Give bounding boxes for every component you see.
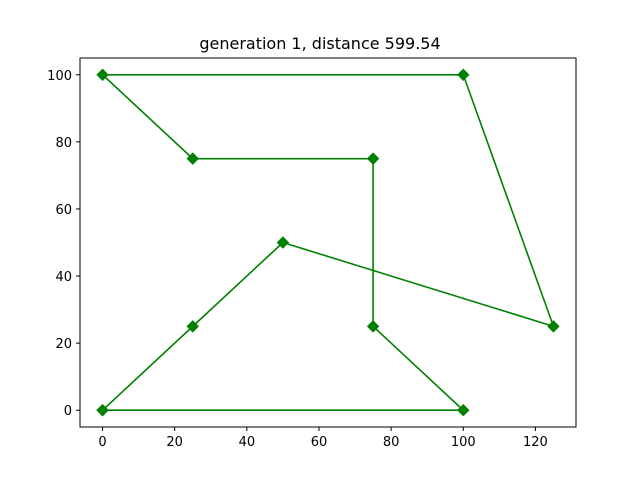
city-marker <box>186 320 199 333</box>
axes-frame <box>79 57 577 428</box>
city-marker <box>366 320 380 333</box>
y-tick-label: 100 <box>47 69 72 84</box>
chart-title: generation 1, distance 599.54 <box>199 34 440 53</box>
x-tick-label: 0 <box>98 435 106 450</box>
y-tick-label: 40 <box>55 270 72 285</box>
y-tick-label: 80 <box>55 136 72 151</box>
city-marker <box>457 68 470 81</box>
city-marker <box>366 152 380 165</box>
x-tick-label: 100 <box>451 435 476 450</box>
x-tick-label: 60 <box>311 435 328 450</box>
tour-series <box>96 68 560 417</box>
x-tick-label: 80 <box>383 435 400 450</box>
x-tick-label: 120 <box>523 435 548 450</box>
x-tick-label: 40 <box>239 435 256 450</box>
plot-frame <box>79 57 577 428</box>
tour-line <box>101 73 555 412</box>
y-tick-label: 20 <box>55 337 72 352</box>
city-marker <box>96 68 109 81</box>
y-tick-label: 60 <box>55 203 72 218</box>
axes: 0 20 40 60 80 100 120 0 20 40 60 80 100 <box>47 69 548 450</box>
x-tick-label: 20 <box>166 435 183 450</box>
y-tick-label: 0 <box>64 404 72 419</box>
city-marker <box>547 320 560 333</box>
city-marker <box>276 236 290 249</box>
city-marker <box>457 404 470 417</box>
city-marker <box>186 152 199 165</box>
city-marker <box>96 404 109 417</box>
